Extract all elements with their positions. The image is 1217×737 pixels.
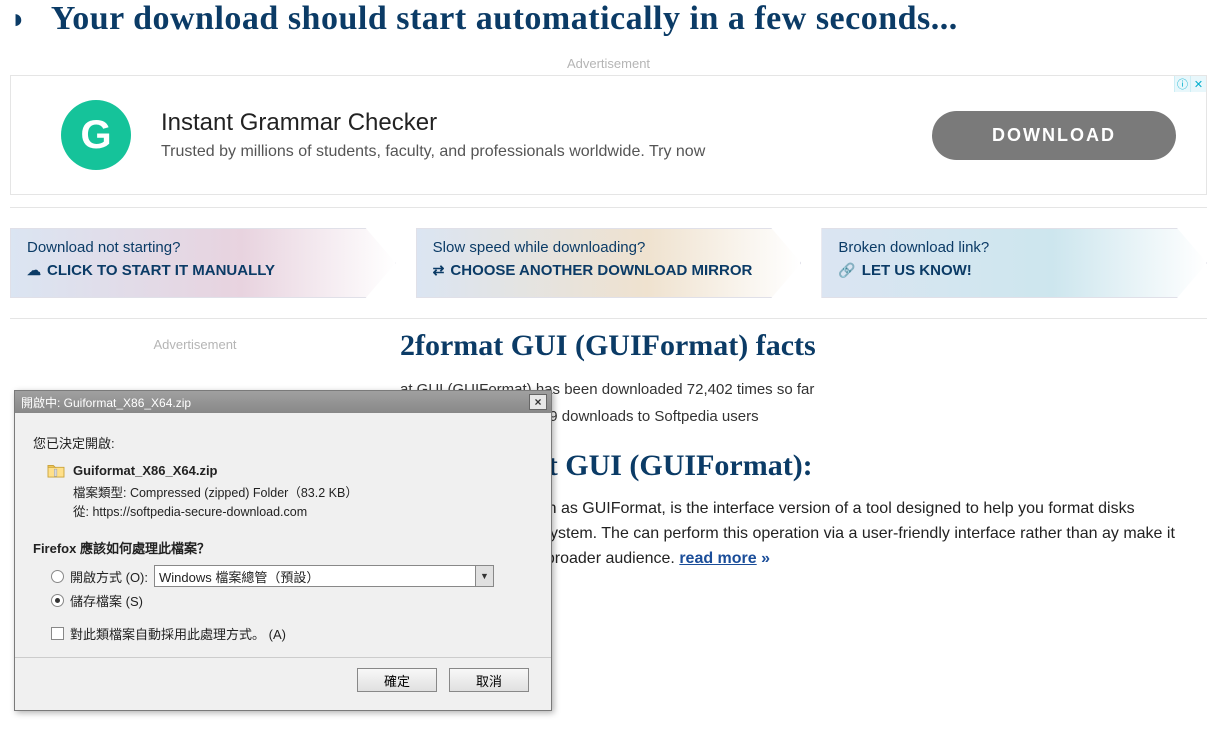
tile-action: ⇄ CHOOSE ANOTHER DOWNLOAD MIRROR bbox=[433, 262, 785, 279]
spinner-icon: ◗ bbox=[10, 3, 27, 35]
radio-save-label: 儲存檔案 (S) bbox=[70, 591, 143, 610]
link-icon: 🔗 bbox=[838, 262, 855, 279]
tile-question: Slow speed while downloading? bbox=[433, 239, 785, 256]
dialog-close-button[interactable]: × bbox=[529, 394, 547, 410]
select-value: Windows 檔案總管（預設） bbox=[159, 567, 319, 586]
dialog-divider bbox=[15, 657, 551, 658]
tile-start-manually[interactable]: Download not starting? ☁ CLICK TO START … bbox=[10, 228, 396, 298]
ad-title: Instant Grammar Checker bbox=[161, 109, 705, 137]
tile-action: 🔗 LET US KNOW! bbox=[838, 262, 1190, 279]
tile-action: ☁ CLICK TO START IT MANUALLY bbox=[27, 262, 379, 279]
tile-action-label: CHOOSE ANOTHER DOWNLOAD MIRROR bbox=[450, 262, 752, 279]
tile-action-label: CLICK TO START IT MANUALLY bbox=[47, 262, 275, 279]
ad-choices: ⓘ ✕ bbox=[1174, 76, 1206, 92]
ad-close-icon[interactable]: ✕ bbox=[1190, 76, 1206, 92]
ad-subtitle: Trusted by millions of students, faculty… bbox=[161, 143, 705, 161]
dialog-title: 開啟中: Guiformat_X86_X64.zip bbox=[21, 394, 529, 411]
ad-text: Instant Grammar Checker Trusted by milli… bbox=[161, 109, 705, 161]
tile-question: Broken download link? bbox=[838, 239, 1190, 256]
tile-let-us-know[interactable]: Broken download link? 🔗 LET US KNOW! bbox=[821, 228, 1207, 298]
dialog-ok-button[interactable]: 確定 bbox=[357, 668, 437, 692]
dialog-file-name: Guiformat_X86_X64.zip bbox=[73, 463, 218, 478]
divider bbox=[10, 207, 1207, 208]
swap-icon: ⇄ bbox=[433, 262, 445, 279]
divider bbox=[10, 318, 1207, 319]
checkbox-remember[interactable] bbox=[51, 627, 64, 640]
zip-folder-icon bbox=[47, 462, 65, 478]
page-title: Your download should start automatically… bbox=[51, 0, 958, 38]
dropdown-arrow-icon[interactable]: ▼ bbox=[475, 566, 493, 586]
dialog-decided-label: 您已決定開啟: bbox=[33, 433, 533, 452]
radio-save-file[interactable] bbox=[51, 594, 64, 607]
open-with-select[interactable]: Windows 檔案總管（預設） ▼ bbox=[154, 565, 494, 587]
facts-title: 2format GUI (GUIFormat) facts bbox=[400, 329, 1187, 363]
tile-choose-mirror[interactable]: Slow speed while downloading? ⇄ CHOOSE A… bbox=[416, 228, 802, 298]
read-more-link[interactable]: read more bbox=[679, 550, 756, 567]
ad-download-button[interactable]: DOWNLOAD bbox=[932, 111, 1176, 160]
download-dialog: 開啟中: Guiformat_X86_X64.zip × 您已決定開啟: Gui… bbox=[14, 390, 552, 711]
checkbox-label: 對此類檔案自動採用此處理方式。 (A) bbox=[70, 624, 286, 643]
help-tiles: Download not starting? ☁ CLICK TO START … bbox=[10, 228, 1207, 298]
tile-question: Download not starting? bbox=[27, 239, 379, 256]
dialog-cancel-button[interactable]: 取消 bbox=[449, 668, 529, 692]
radio-open-label: 開啟方式 (O): bbox=[70, 567, 148, 586]
ad-label-top: Advertisement bbox=[0, 56, 1217, 71]
radio-open-with[interactable] bbox=[51, 570, 64, 583]
grammarly-logo-icon: G bbox=[61, 100, 131, 170]
dialog-question: Firefox 應該如何處理此檔案？ bbox=[33, 538, 533, 557]
dialog-file-type: 檔案類型: Compressed (zipped) Folder（83.2 KB… bbox=[73, 482, 533, 501]
dialog-file-from: 從: https://softpedia-secure-download.com bbox=[73, 501, 533, 520]
ad-label-mid: Advertisement bbox=[10, 337, 380, 352]
ad-banner: G Instant Grammar Checker Trusted by mil… bbox=[10, 75, 1207, 195]
raquo-icon: » bbox=[761, 550, 770, 567]
cloud-download-icon: ☁ bbox=[27, 262, 41, 279]
ad-info-icon[interactable]: ⓘ bbox=[1174, 76, 1190, 92]
tile-action-label: LET US KNOW! bbox=[862, 262, 972, 279]
dialog-titlebar: 開啟中: Guiformat_X86_X64.zip × bbox=[15, 391, 551, 413]
